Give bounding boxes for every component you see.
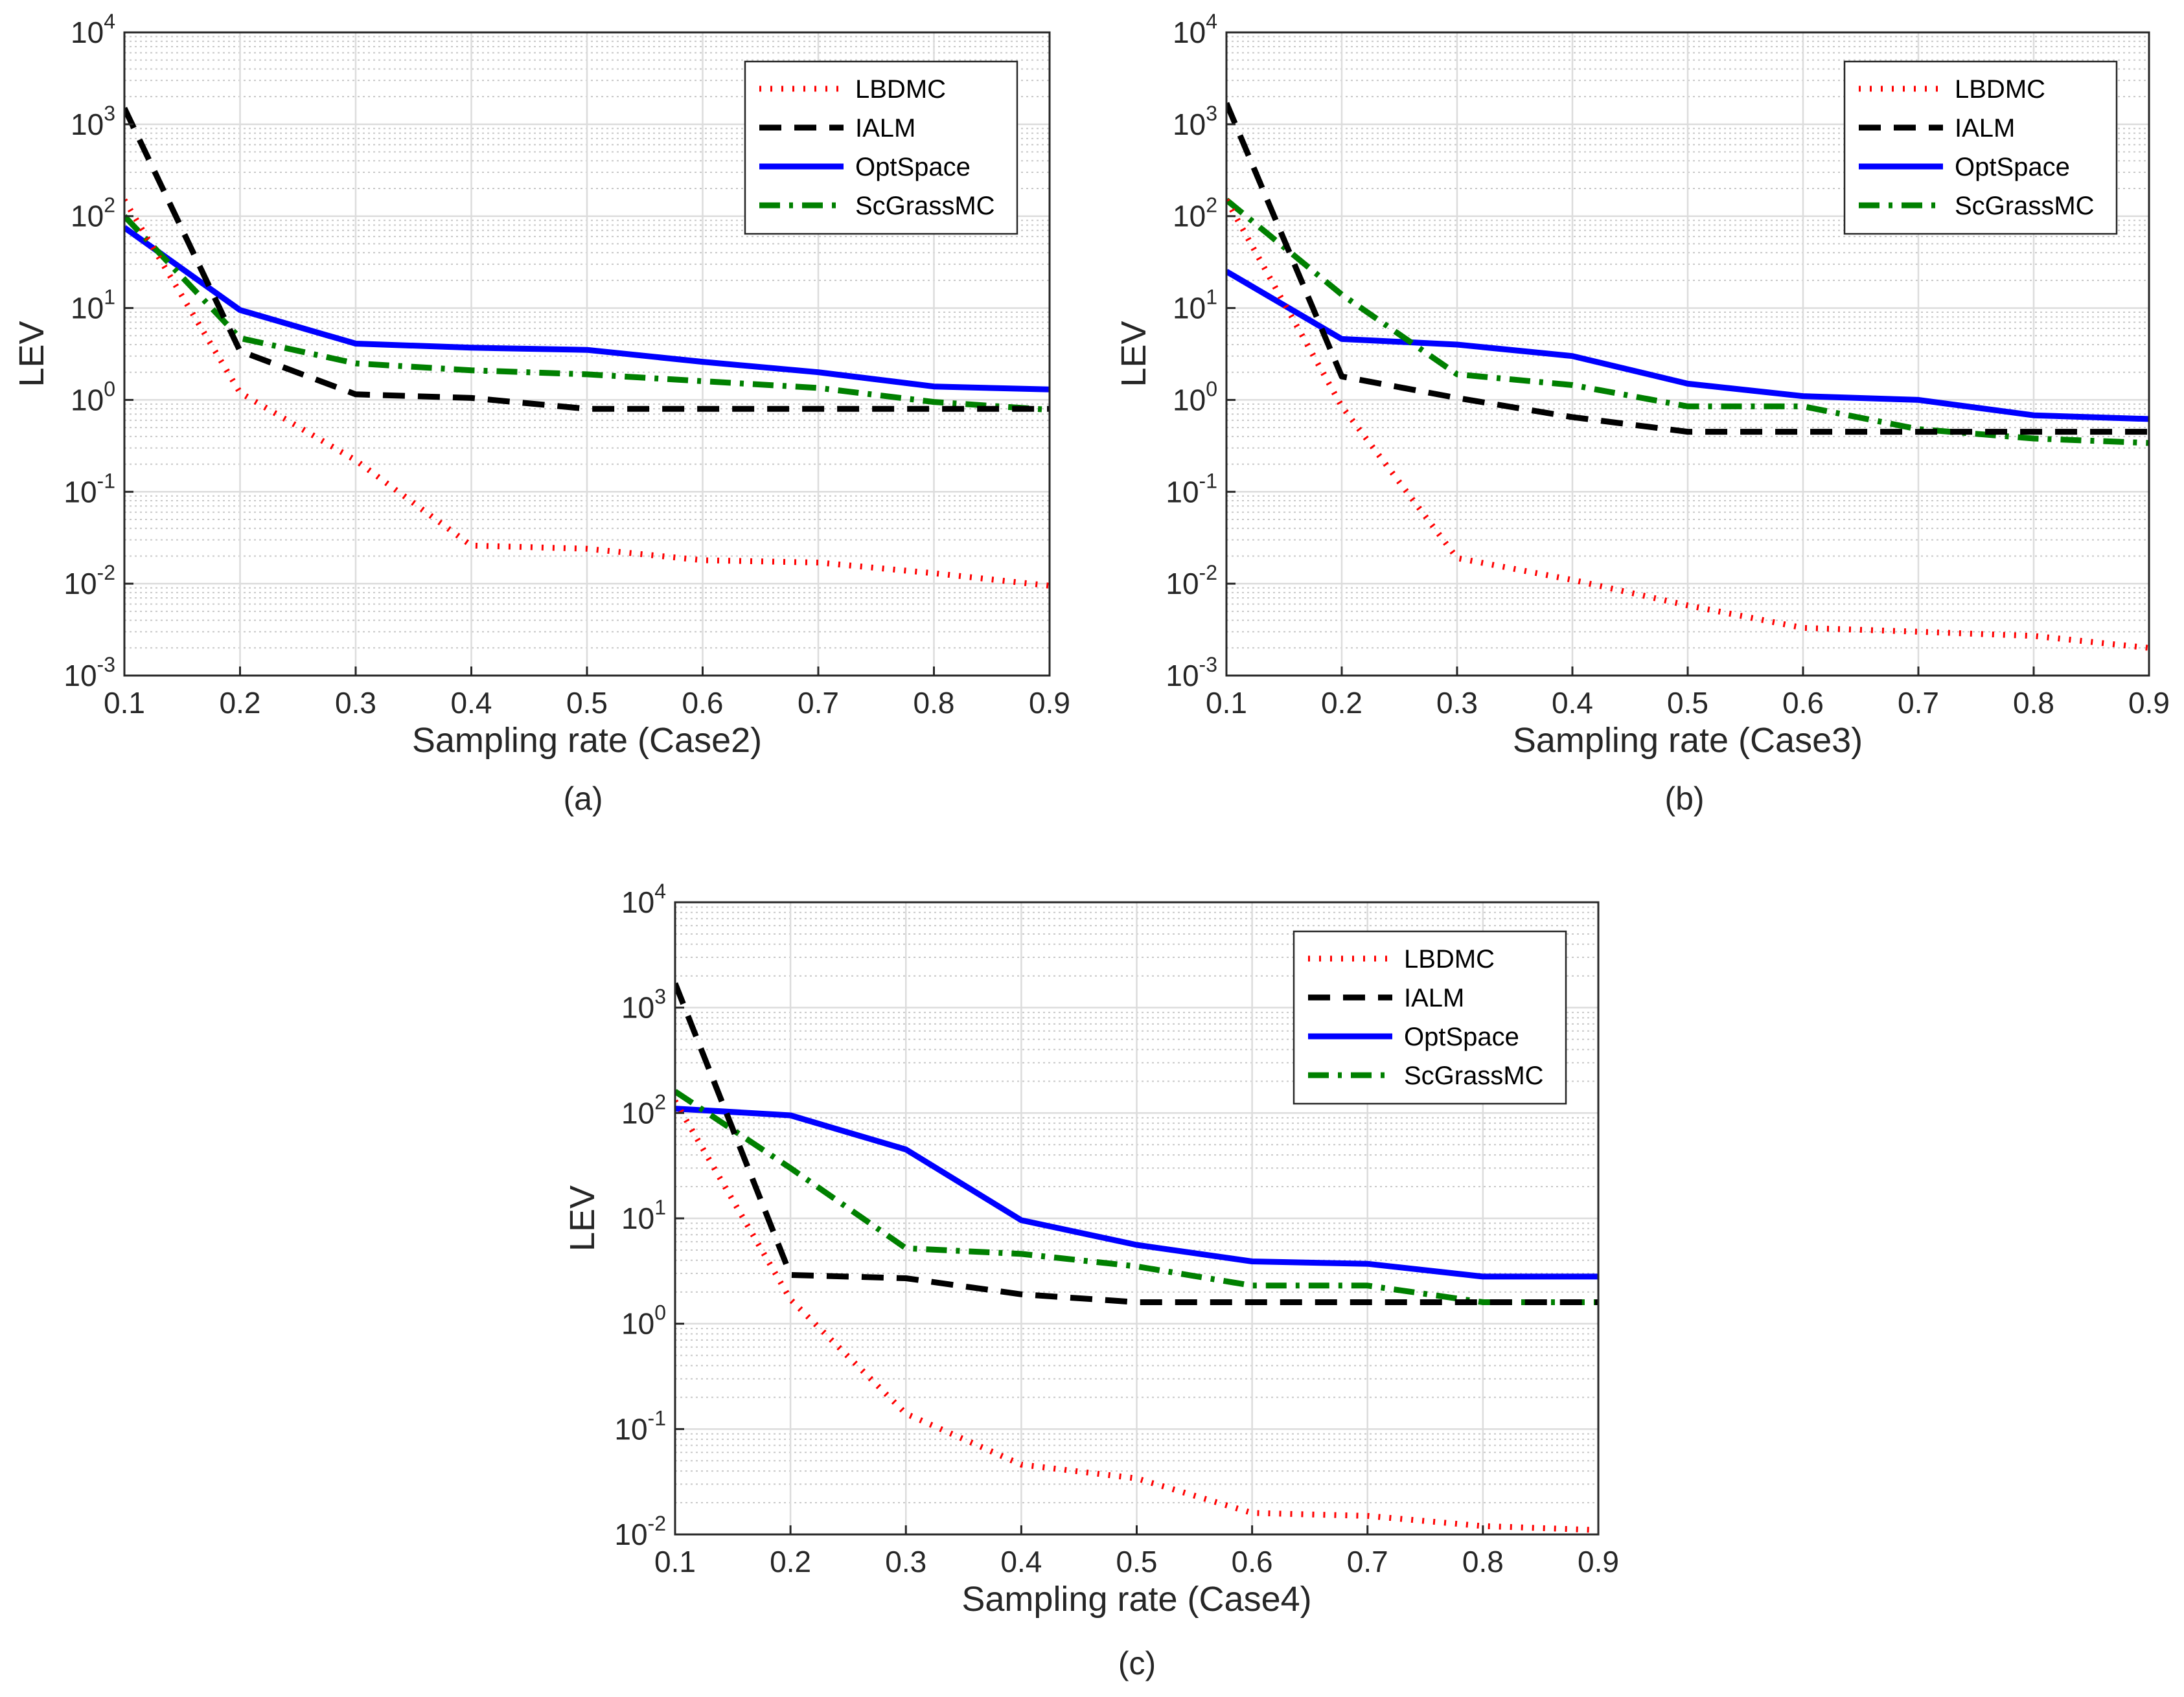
y-tick-label: 10-2 — [63, 561, 115, 600]
series-line-ialm — [675, 982, 1598, 1305]
y-tick-label: 102 — [1173, 194, 1217, 233]
x-tick-label: 0.5 — [1667, 686, 1708, 720]
y-tick-label: 103 — [1173, 102, 1217, 141]
legend-label-scgrassmc: ScGrassMC — [1955, 192, 2095, 220]
y-tick-label: 100 — [1173, 377, 1217, 416]
x-tick-label: 0.1 — [104, 686, 145, 720]
y-tick-label: 101 — [71, 286, 115, 325]
x-tick-label: 0.1 — [654, 1545, 696, 1578]
y-tick-label: 10-3 — [1166, 653, 1217, 692]
x-tick-label: 0.3 — [1436, 686, 1478, 720]
y-axis-label: LEV — [1114, 321, 1153, 387]
y-tick-label: 10-2 — [614, 1512, 666, 1551]
legend-label-ialm: IALM — [1404, 984, 1464, 1012]
legend-label-lbdmc: LBDMC — [1955, 75, 2045, 104]
y-tick-label: 100 — [621, 1301, 666, 1341]
x-axis-label: Sampling rate (Case2) — [412, 721, 762, 760]
x-tick-label: 0.4 — [451, 686, 492, 720]
legend-label-optspace: OptSpace — [855, 153, 971, 181]
legend-label-optspace: OptSpace — [1955, 153, 2070, 181]
series-line-optspace — [675, 1106, 1598, 1280]
legend: LBDMC IALM OptSpace ScGrassMC — [1293, 930, 1567, 1105]
legend-label-ialm: IALM — [1955, 114, 2015, 142]
x-tick-label: 0.7 — [1347, 1545, 1388, 1578]
legend-label-ialm: IALM — [855, 114, 915, 142]
series-line-lbdmc — [124, 198, 1050, 589]
legend-label-lbdmc: LBDMC — [1404, 945, 1495, 974]
series-line-ialm — [1226, 102, 2149, 435]
chart-panel-1: 0.1 0.2 0.3 0.4 0.5 0.6 0.7 0.8 0.9 10-3 10-2 10-1 1… — [12, 10, 1070, 817]
y-tick-label: 10-2 — [1166, 561, 1217, 600]
y-tick-label: 104 — [621, 880, 666, 919]
y-tick-label: 104 — [1173, 10, 1217, 49]
y-tick-label: 101 — [621, 1196, 666, 1235]
x-tick-label: 0.7 — [798, 686, 839, 720]
y-tick-label: 102 — [621, 1090, 666, 1130]
x-tick-label: 0.8 — [2013, 686, 2054, 720]
x-tick-label: 0.8 — [1462, 1545, 1504, 1578]
x-tick-label: 0.2 — [770, 1545, 811, 1578]
x-tick-label: 0.1 — [1206, 686, 1247, 720]
chart-panels: 0.1 0.2 0.3 0.4 0.5 0.6 0.7 0.8 0.9 10-3 10-2 10-1 1… — [12, 10, 2170, 1681]
legend-label-scgrassmc: ScGrassMC — [855, 192, 995, 220]
x-tick-label: 0.5 — [1116, 1545, 1158, 1578]
x-tick-label: 0.6 — [1232, 1545, 1273, 1578]
x-tick-label: 0.9 — [2128, 686, 2170, 720]
series-line-scgrassmc — [124, 214, 1050, 413]
panel-caption: (b) — [1664, 780, 1704, 817]
panel-caption: (c) — [1118, 1645, 1156, 1681]
series-line-scgrassmc — [1226, 198, 2149, 446]
y-tick-label: 101 — [1173, 286, 1217, 325]
legend-label-optspace: OptSpace — [1404, 1023, 1519, 1051]
x-tick-label: 0.7 — [1898, 686, 1939, 720]
x-tick-label: 0.4 — [1000, 1545, 1042, 1578]
series-group — [124, 106, 1050, 589]
y-axis-label: LEV — [563, 1185, 602, 1251]
chart-panel-2: 0.1 0.2 0.3 0.4 0.5 0.6 0.7 0.8 0.9 10-3 10-2 10-1 1… — [1114, 10, 2170, 817]
x-tick-label: 0.6 — [682, 686, 724, 720]
series-line-optspace — [124, 225, 1050, 393]
panel-caption: (a) — [563, 780, 603, 817]
x-axis-label: Sampling rate (Case3) — [1513, 721, 1863, 760]
y-tick-label: 10-1 — [614, 1406, 666, 1446]
series-line-lbdmc — [1226, 198, 2149, 651]
series-line-scgrassmc — [675, 1089, 1598, 1305]
y-tick-label: 10-3 — [63, 653, 115, 692]
series-group — [1226, 102, 2149, 651]
legend: LBDMC IALM OptSpace ScGrassMC — [1843, 60, 2118, 235]
legend: LBDMC IALM OptSpace ScGrassMC — [744, 60, 1018, 235]
y-tick-label: 102 — [71, 194, 115, 233]
y-tick-label: 103 — [71, 102, 115, 141]
y-tick-label: 10-1 — [1166, 469, 1217, 508]
series-group — [675, 982, 1598, 1533]
x-tick-label: 0.9 — [1029, 686, 1070, 720]
x-tick-label: 0.6 — [1782, 686, 1824, 720]
y-axis-label: LEV — [12, 321, 51, 387]
x-tick-label: 0.2 — [220, 686, 261, 720]
x-tick-label: 0.2 — [1321, 686, 1362, 720]
x-tick-label: 0.3 — [885, 1545, 926, 1578]
x-tick-label: 0.3 — [335, 686, 376, 720]
x-tick-label: 0.8 — [914, 686, 955, 720]
chart-panel-3: 0.1 0.2 0.3 0.4 0.5 0.6 0.7 0.8 0.9 10-2 10-1 100 10… — [563, 880, 1619, 1681]
y-tick-label: 10-1 — [63, 469, 115, 508]
series-line-optspace — [1226, 269, 2149, 422]
x-tick-label: 0.9 — [1578, 1545, 1619, 1578]
y-tick-label: 103 — [621, 985, 666, 1025]
y-tick-label: 100 — [71, 377, 115, 416]
legend-label-lbdmc: LBDMC — [855, 75, 946, 104]
series-line-lbdmc — [675, 1099, 1598, 1533]
x-tick-label: 0.5 — [566, 686, 608, 720]
y-tick-label: 104 — [71, 10, 115, 49]
x-axis-label: Sampling rate (Case4) — [961, 1580, 1311, 1619]
x-tick-label: 0.4 — [1552, 686, 1593, 720]
legend-label-scgrassmc: ScGrassMC — [1404, 1062, 1544, 1090]
